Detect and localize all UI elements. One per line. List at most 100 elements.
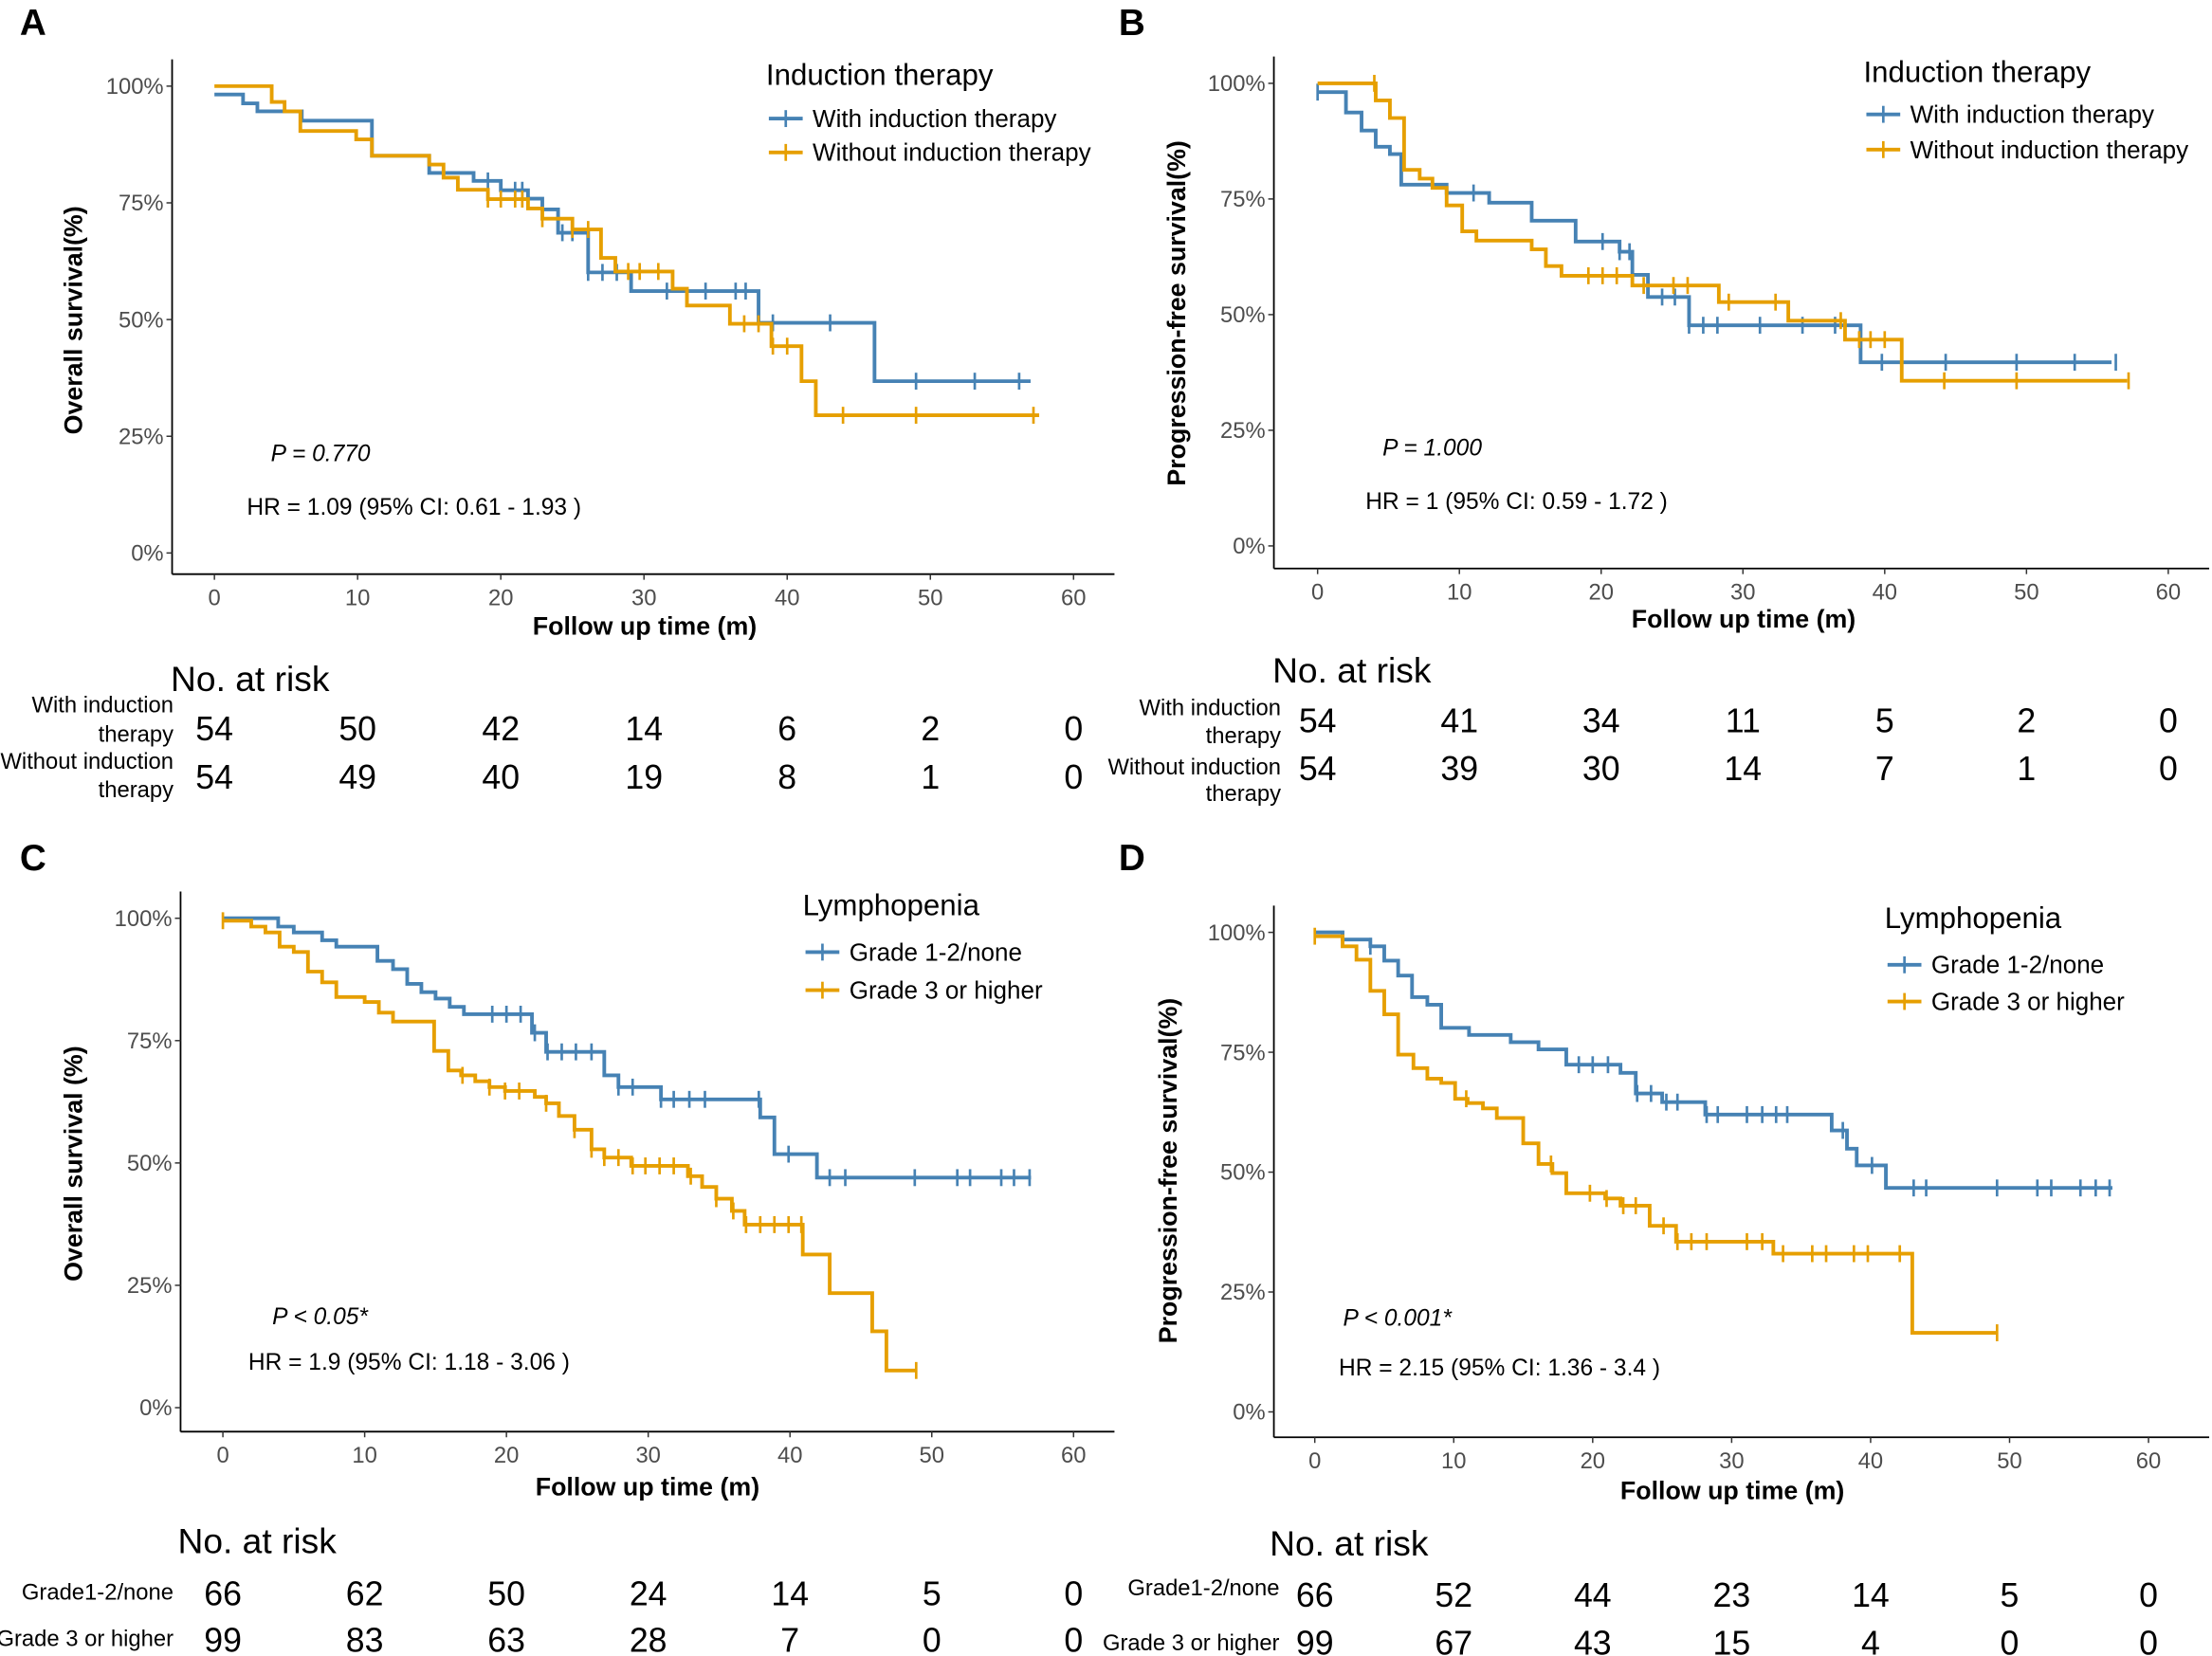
- risk-count: 19: [625, 758, 663, 796]
- risk-count: 50: [487, 1574, 525, 1612]
- survival-curve: [1317, 81, 2128, 383]
- risk-count: 2: [921, 710, 940, 748]
- risk-count: 15: [1713, 1624, 1751, 1656]
- series-0: [1314, 930, 2112, 1197]
- risk-count: 0: [2159, 750, 2178, 788]
- risk-row-label: therapy: [1206, 723, 1281, 749]
- risk-row-label: Without induction: [1107, 755, 1281, 780]
- risk-row-label: Grade1-2/none: [22, 1579, 174, 1605]
- hr-annotation: HR = 1.9 (95% CI: 1.18 - 3.06 ): [248, 1350, 570, 1375]
- y-tick-label: 100%: [1208, 920, 1266, 946]
- risk-count: 5: [2001, 1576, 2020, 1614]
- y-axis-title: Overall survival (%): [59, 1046, 87, 1281]
- risk-count: 1: [2017, 750, 2036, 788]
- risk-row-label: Without induction: [0, 749, 174, 774]
- risk-count: 11: [1726, 701, 1761, 739]
- risk-count: 62: [346, 1574, 384, 1612]
- x-tick-label: 40: [777, 1443, 802, 1468]
- p-value-annotation: P < 0.05*: [272, 1304, 369, 1330]
- risk-count: 99: [204, 1621, 242, 1656]
- risk-count: 7: [1875, 750, 1894, 788]
- p-value-annotation: P = 0.770: [271, 442, 371, 467]
- series-1: [214, 83, 1040, 425]
- risk-table: No. at risk Grade1-2/none 66 52 44 23 14 5 0 Grad…: [1103, 1523, 2158, 1656]
- risk-count: 23: [1713, 1576, 1751, 1614]
- risk-count: 30: [1582, 750, 1620, 788]
- series-1: [1317, 74, 2130, 390]
- risk-table-title: No. at risk: [171, 659, 330, 699]
- risk-row-label: Grade1-2/none: [1127, 1575, 1279, 1601]
- y-tick-label: 50%: [1220, 302, 1266, 328]
- risk-count: 0: [1064, 1574, 1083, 1612]
- risk-count: 49: [338, 758, 376, 796]
- risk-count: 28: [630, 1621, 667, 1656]
- panel-letter: C: [20, 838, 46, 879]
- x-axis-title: Follow up time (m): [1632, 605, 1856, 633]
- x-tick-label: 0: [1311, 579, 1324, 605]
- y-tick-label: 25%: [119, 424, 164, 449]
- legend-title: Induction therapy: [1863, 55, 2091, 88]
- legend-title: Induction therapy: [766, 58, 994, 91]
- risk-count: 4: [1861, 1624, 1880, 1656]
- x-tick-label: 30: [635, 1443, 660, 1468]
- y-tick-label: 50%: [119, 307, 164, 333]
- y-tick-label: 100%: [115, 906, 173, 932]
- risk-count: 99: [1296, 1624, 1334, 1656]
- survival-curve: [1314, 930, 2112, 1191]
- risk-table-title: No. at risk: [177, 1520, 337, 1560]
- x-tick-label: 0: [216, 1443, 229, 1468]
- risk-count: 63: [487, 1621, 525, 1656]
- y-tick-label: 75%: [127, 1028, 173, 1054]
- y-tick-label: 50%: [1220, 1160, 1266, 1186]
- x-tick-label: 20: [494, 1443, 519, 1468]
- x-tick-label: 60: [2156, 579, 2181, 605]
- risk-row-label: therapy: [1206, 781, 1281, 807]
- risk-count: 14: [1724, 750, 1762, 788]
- risk-count: 42: [482, 710, 520, 748]
- x-axis-title: Follow up time (m): [533, 612, 757, 641]
- hr-annotation: HR = 1 (95% CI: 0.59 - 1.72 ): [1365, 489, 1668, 515]
- y-tick-label: 25%: [1220, 418, 1266, 444]
- x-tick-label: 10: [1447, 579, 1472, 605]
- y-tick-label: 75%: [119, 191, 164, 216]
- risk-count: 0: [1064, 758, 1083, 796]
- y-tick-label: 75%: [1220, 1040, 1266, 1065]
- series-0: [1316, 83, 2117, 372]
- x-tick-label: 60: [1061, 1443, 1086, 1468]
- y-tick-label: 100%: [106, 74, 164, 100]
- legend-item-label: With induction therapy: [1910, 100, 2154, 129]
- p-value-annotation: P < 0.001*: [1343, 1306, 1453, 1332]
- x-tick-label: 40: [775, 585, 799, 610]
- legend-item-label: Grade 1-2/none: [1931, 951, 2104, 979]
- y-tick-label: 0%: [1233, 1400, 1265, 1426]
- x-tick-label: 0: [209, 585, 221, 610]
- y-tick-label: 0%: [139, 1395, 172, 1421]
- risk-count: 43: [1574, 1624, 1612, 1656]
- x-tick-label: 50: [1997, 1448, 2021, 1474]
- legend-title: Lymphopenia: [1885, 901, 2062, 935]
- x-tick-label: 30: [1719, 1448, 1744, 1474]
- risk-row-label: therapy: [99, 722, 174, 748]
- x-tick-label: 40: [1858, 1448, 1883, 1474]
- risk-table-title: No. at risk: [1272, 650, 1432, 690]
- risk-count: 44: [1574, 1576, 1612, 1614]
- risk-count: 5: [1875, 701, 1894, 739]
- y-tick-label: 100%: [1208, 71, 1266, 97]
- y-axis-title: Progression-free survival(%): [1162, 140, 1191, 485]
- risk-count: 67: [1435, 1624, 1472, 1656]
- risk-count: 39: [1440, 750, 1478, 788]
- risk-count: 14: [771, 1574, 809, 1612]
- x-tick-label: 40: [1873, 579, 1897, 605]
- risk-row-label: With induction: [1140, 695, 1281, 720]
- risk-count: 7: [780, 1621, 799, 1656]
- risk-count: 0: [923, 1621, 941, 1656]
- survival-curve: [223, 919, 917, 1373]
- x-tick-label: 50: [2014, 579, 2038, 605]
- risk-count: 54: [195, 758, 233, 796]
- risk-count: 0: [1064, 1621, 1083, 1656]
